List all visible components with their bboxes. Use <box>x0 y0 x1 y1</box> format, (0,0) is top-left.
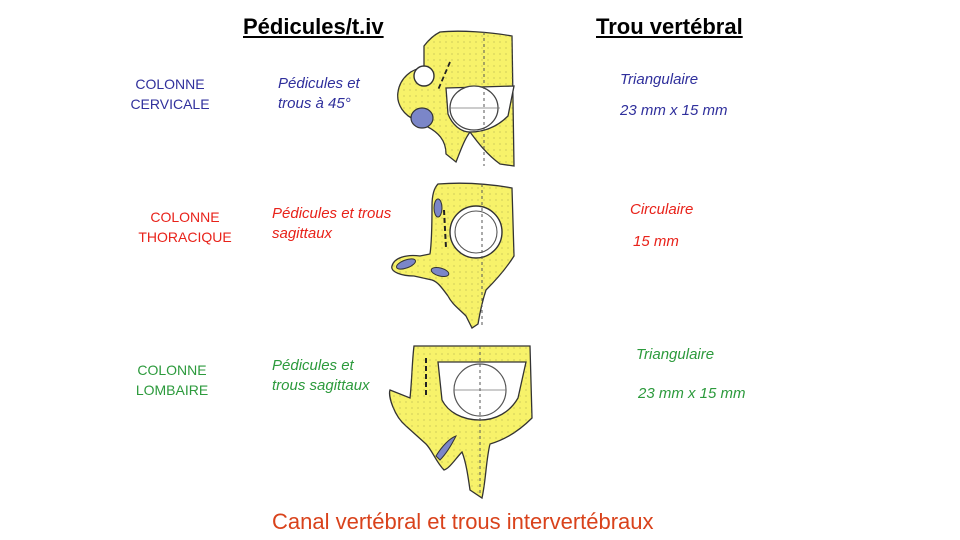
canal-shape-thoracic: Circulaire <box>630 201 694 218</box>
region-label-cervical: COLONNE CERVICALE <box>130 76 210 112</box>
pedicle-note-cervical: Pédicules et trous à 45° <box>278 75 360 112</box>
pedicle-note-thoracic: Pédicules et trous sagittaux <box>272 205 392 242</box>
canal-shape-cervical: Triangulaire <box>620 71 699 88</box>
vertebral-foramen-column-header: Trou vertébral <box>596 14 743 39</box>
canal-size-cervical: 23 mm x 15 mm <box>620 102 728 119</box>
pedicles-column-header: Pédicules/t.iv <box>243 14 384 39</box>
cervical-vertebra-illustration <box>397 30 515 167</box>
region-label-lumbar: COLONNE LOMBAIRE <box>135 362 209 398</box>
pedicle-note-lumbar: Pédicules et trous sagittaux <box>272 357 370 394</box>
slide-footer-title: Canal vertébral et trous intervertébraux <box>272 509 654 534</box>
thoracic-vertebra-illustration <box>391 182 515 329</box>
lumbar-vertebra-illustration <box>388 345 533 500</box>
canal-size-lumbar: 23 mm x 15 mm <box>638 385 746 402</box>
region-label-thoracic: COLONNE THORACIQUE <box>138 209 232 245</box>
canal-size-thoracic: 15 mm <box>633 233 679 250</box>
canal-shape-lumbar: Triangulaire <box>636 346 715 363</box>
